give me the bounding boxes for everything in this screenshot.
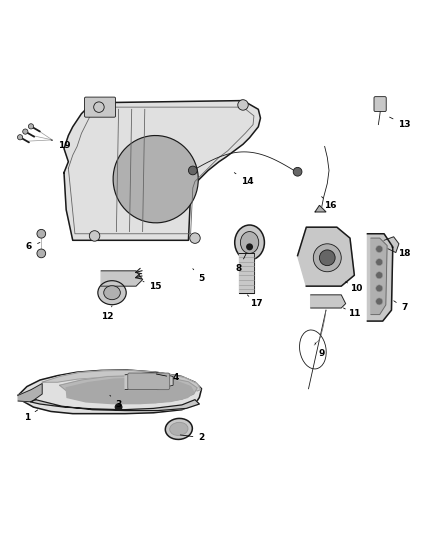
Circle shape [376,285,383,292]
Ellipse shape [170,422,188,435]
Circle shape [188,166,197,175]
Text: 8: 8 [236,254,246,273]
Circle shape [18,135,23,140]
Ellipse shape [235,225,265,260]
Polygon shape [239,253,254,293]
Circle shape [313,244,341,272]
Text: 9: 9 [315,343,325,358]
Text: 2: 2 [180,433,205,442]
Polygon shape [18,384,42,402]
Polygon shape [18,370,201,414]
Polygon shape [371,238,387,314]
Circle shape [376,259,383,265]
Polygon shape [66,378,194,403]
Text: 11: 11 [343,308,360,318]
Text: 4: 4 [156,373,179,382]
Ellipse shape [113,135,198,223]
Polygon shape [384,237,399,253]
Circle shape [23,129,28,134]
Text: 18: 18 [392,247,411,258]
Text: 3: 3 [110,395,122,408]
Polygon shape [311,295,346,308]
Circle shape [246,244,253,251]
Ellipse shape [240,231,259,253]
FancyBboxPatch shape [85,97,116,117]
Polygon shape [315,205,326,212]
Text: 17: 17 [247,295,262,308]
Text: 14: 14 [234,173,254,186]
Circle shape [376,298,383,305]
Polygon shape [42,370,201,391]
Polygon shape [30,400,199,410]
Ellipse shape [165,418,192,439]
Polygon shape [125,372,173,390]
Circle shape [376,246,383,253]
Polygon shape [64,101,261,240]
Text: 1: 1 [24,410,38,422]
FancyBboxPatch shape [128,373,170,390]
Circle shape [94,102,104,112]
Polygon shape [367,234,393,321]
Text: 5: 5 [193,269,205,283]
Text: 7: 7 [394,301,408,312]
Text: 19: 19 [51,140,71,150]
Text: 13: 13 [389,117,411,129]
Circle shape [319,250,335,265]
Text: 6: 6 [26,243,40,252]
Ellipse shape [98,281,126,305]
Text: 16: 16 [321,197,336,210]
Polygon shape [101,271,143,286]
Circle shape [37,229,46,238]
Polygon shape [297,227,354,286]
Circle shape [293,167,302,176]
Circle shape [37,249,46,258]
Ellipse shape [104,286,120,300]
Circle shape [28,124,34,129]
Circle shape [115,403,123,411]
FancyBboxPatch shape [374,96,386,111]
Circle shape [238,100,248,110]
Circle shape [89,231,100,241]
Text: 10: 10 [346,282,363,293]
Text: 12: 12 [102,306,114,321]
Circle shape [376,272,383,279]
Polygon shape [60,376,197,403]
Circle shape [190,233,200,244]
Text: 15: 15 [143,281,162,290]
